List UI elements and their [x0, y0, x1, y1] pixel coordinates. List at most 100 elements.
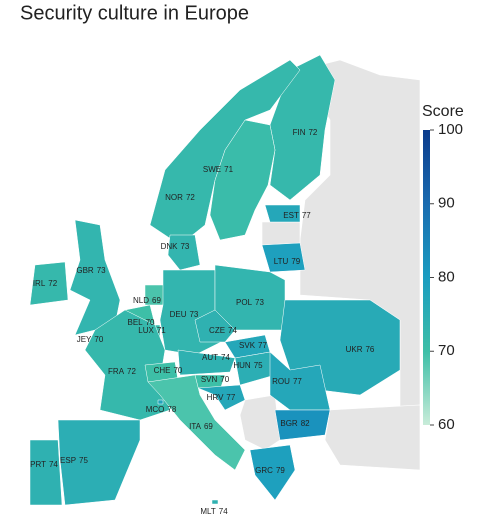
country-label: POL 73	[236, 298, 264, 307]
country-code: IRL	[33, 279, 46, 288]
legend-tick-label: 70	[438, 342, 455, 359]
country-code: CHE	[154, 366, 171, 375]
country-score: 77	[293, 377, 302, 386]
country-score: 72	[308, 128, 317, 137]
country-score: 76	[365, 345, 374, 354]
land	[239, 394, 281, 451]
country-score: 73	[189, 310, 198, 319]
country	[264, 204, 301, 223]
country-code: ROU	[272, 377, 290, 386]
country	[194, 309, 236, 343]
country-label: SVK 77	[239, 341, 267, 350]
country-label: JEY 70	[77, 335, 104, 344]
country-code: UKR	[346, 345, 363, 354]
background-land	[239, 59, 421, 471]
country-score: 69	[204, 422, 213, 431]
legend-tick-label: 60	[438, 416, 455, 433]
country-score: 74	[221, 353, 230, 362]
country-label: AUT 74	[202, 353, 230, 362]
country-label: FRA 72	[108, 367, 136, 376]
country	[211, 499, 219, 505]
country-label: MCO 78	[146, 405, 177, 414]
country-label: HUN 75	[233, 361, 263, 370]
color-bar	[423, 130, 430, 425]
country-code: MLT	[200, 507, 216, 516]
country-label: HRV 77	[207, 393, 236, 402]
country-code: LUX	[138, 326, 154, 335]
land	[261, 221, 301, 246]
land	[324, 404, 421, 471]
country-code: HUN	[233, 361, 251, 370]
country-score: 82	[301, 419, 310, 428]
country-code: EST	[283, 211, 299, 220]
country-label: LTU 79	[274, 257, 301, 266]
country-score: 77	[258, 341, 267, 350]
country	[29, 439, 63, 506]
country-label: IRL 72	[33, 279, 58, 288]
country	[69, 219, 121, 336]
country	[149, 59, 301, 246]
country	[84, 309, 171, 421]
country-label: MLT 74	[200, 507, 228, 516]
country-label: NOR 72	[165, 193, 195, 202]
country	[249, 444, 296, 501]
country-score: 70	[220, 375, 229, 384]
country-label: CZE 74	[209, 326, 237, 335]
country	[57, 419, 141, 506]
country-score: 79	[276, 466, 285, 475]
country-score: 71	[224, 165, 233, 174]
country-label: UKR 76	[346, 345, 375, 354]
map-title: Security culture in Europe	[20, 2, 249, 24]
country-label: LUX 71	[138, 326, 166, 335]
country-code: GBR	[76, 266, 94, 275]
country-label: PRT 74	[30, 460, 58, 469]
legend: Score 60 70 80 90 100	[422, 103, 464, 433]
country	[29, 261, 69, 306]
country-score: 73	[97, 266, 106, 275]
country-code: MCO	[146, 405, 165, 414]
country-label: DEU 73	[170, 310, 199, 319]
country-code: NOR	[165, 193, 183, 202]
country-score: 74	[219, 507, 228, 516]
country-score: 78	[167, 405, 176, 414]
country-score: 70	[146, 318, 155, 327]
country-code: ITA	[189, 422, 202, 431]
country	[269, 54, 336, 201]
country-label: DNK 73	[161, 242, 190, 251]
country-score: 79	[291, 257, 300, 266]
country-code: LTU	[274, 257, 289, 266]
country-label: SWE 71	[203, 165, 234, 174]
country-code: GRC	[255, 466, 273, 475]
legend-tick-label: 100	[438, 121, 463, 138]
country-score: 72	[127, 367, 136, 376]
country-score: 75	[79, 456, 88, 465]
country-score: 74	[228, 326, 237, 335]
country-code: FRA	[108, 367, 125, 376]
country	[177, 349, 236, 376]
country-score: 73	[255, 298, 264, 307]
country-label: GRC 79	[255, 466, 285, 475]
country-label: EST 77	[283, 211, 311, 220]
country-code: JEY	[77, 335, 92, 344]
country-label: GBR 73	[76, 266, 106, 275]
country-code: AUT	[202, 353, 218, 362]
country-code: PRT	[30, 460, 46, 469]
country-score: 72	[186, 193, 195, 202]
country	[261, 242, 306, 273]
country-code: SWE	[203, 165, 221, 174]
country-label: ESP 75	[60, 456, 88, 465]
country-score: 75	[254, 361, 263, 370]
country-label: ITA 69	[189, 422, 213, 431]
country-score: 74	[49, 460, 58, 469]
country-code: NLD	[133, 296, 149, 305]
country-score: 71	[157, 326, 166, 335]
country-score: 73	[180, 242, 189, 251]
country	[157, 399, 164, 405]
country-label: BEL 70	[127, 318, 155, 327]
legend-tick-label: 90	[438, 195, 455, 212]
country-code: SVK	[239, 341, 256, 350]
country-label: FIN 72	[293, 128, 318, 137]
country-code: POL	[236, 298, 253, 307]
